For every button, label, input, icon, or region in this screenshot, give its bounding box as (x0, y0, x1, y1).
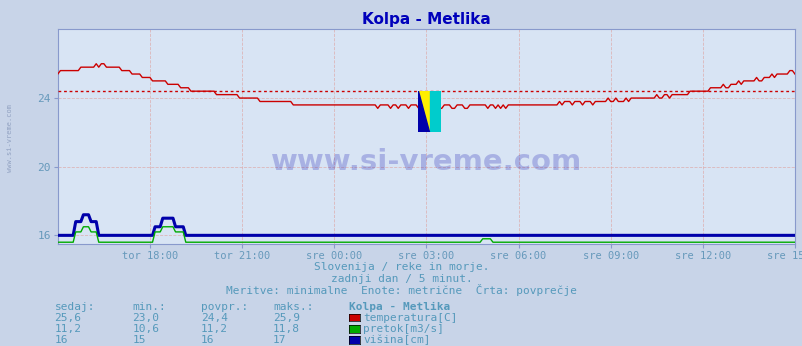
Text: 11,8: 11,8 (273, 324, 300, 334)
Text: 17: 17 (273, 335, 286, 345)
Text: pretok[m3/s]: pretok[m3/s] (363, 324, 444, 334)
Text: min.:: min.: (132, 302, 166, 312)
Text: 10,6: 10,6 (132, 324, 160, 334)
Text: Kolpa - Metlika: Kolpa - Metlika (349, 302, 450, 312)
Text: povpr.:: povpr.: (200, 302, 248, 312)
Polygon shape (418, 91, 429, 133)
Text: sedaj:: sedaj: (55, 302, 95, 312)
Text: temperatura[C]: temperatura[C] (363, 313, 457, 323)
Text: 23,0: 23,0 (132, 313, 160, 323)
Text: 11,2: 11,2 (200, 324, 228, 334)
Text: 24,4: 24,4 (200, 313, 228, 323)
Text: Slovenija / reke in morje.: Slovenija / reke in morje. (314, 262, 488, 272)
Text: višina[cm]: višina[cm] (363, 335, 430, 345)
Bar (429, 91, 440, 133)
Text: zadnji dan / 5 minut.: zadnji dan / 5 minut. (330, 274, 472, 284)
Text: www.si-vreme.com: www.si-vreme.com (6, 104, 13, 172)
Text: 25,6: 25,6 (55, 313, 82, 323)
Bar (418, 91, 429, 133)
Text: 11,2: 11,2 (55, 324, 82, 334)
Text: www.si-vreme.com: www.si-vreme.com (270, 148, 581, 176)
Text: Meritve: minimalne  Enote: metrične  Črta: povprečje: Meritve: minimalne Enote: metrične Črta:… (225, 284, 577, 296)
Text: maks.:: maks.: (273, 302, 313, 312)
Text: 16: 16 (200, 335, 214, 345)
Text: 15: 15 (132, 335, 146, 345)
Text: 25,9: 25,9 (273, 313, 300, 323)
Title: Kolpa - Metlika: Kolpa - Metlika (362, 12, 490, 27)
Text: 16: 16 (55, 335, 68, 345)
